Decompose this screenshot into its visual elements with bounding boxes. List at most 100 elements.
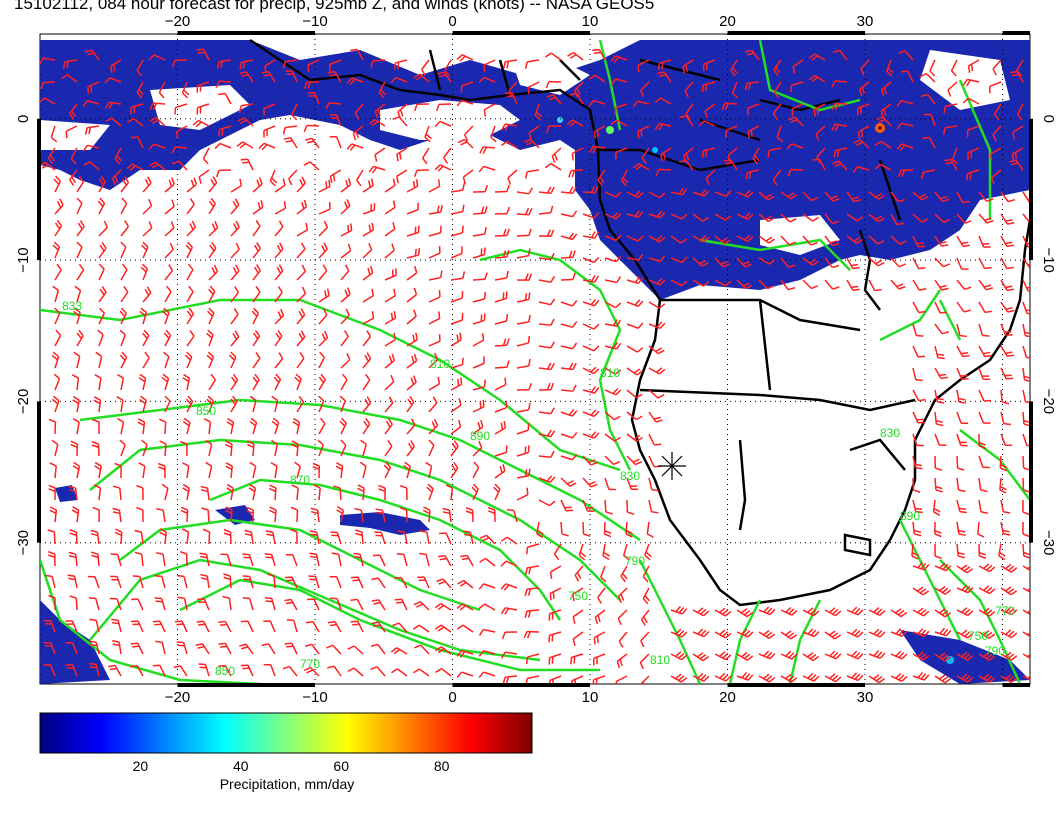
wind-barb	[51, 351, 60, 369]
wind-barb	[978, 389, 991, 402]
wind-barb	[678, 159, 694, 171]
wind-barb	[714, 235, 731, 245]
wind-barb	[98, 307, 106, 325]
wind-barb	[501, 631, 518, 640]
wind-barb	[538, 252, 555, 261]
wind-barb	[538, 382, 555, 391]
contour-label: 790	[985, 644, 1005, 658]
wind-barb	[920, 93, 936, 105]
wind-barb	[617, 609, 628, 626]
wind-barb	[978, 629, 996, 640]
wind-barb	[413, 601, 430, 611]
wind-barb	[403, 461, 412, 479]
wind-barb	[52, 285, 60, 303]
wind-barb	[626, 322, 644, 329]
wind-barb	[205, 439, 213, 457]
wind-barb	[560, 362, 577, 371]
wind-barb	[1022, 587, 1030, 594]
wind-barb	[208, 176, 218, 193]
wind-barb	[138, 373, 147, 391]
wind-barb	[274, 242, 284, 259]
wind-barb	[890, 191, 906, 203]
wind-barb	[610, 119, 628, 127]
wind-barb	[787, 168, 804, 177]
axis-bar-top	[727, 31, 865, 35]
wind-barb	[483, 59, 496, 73]
wind-barb	[494, 420, 507, 435]
wind-barb	[374, 147, 386, 162]
wind-barb	[721, 102, 738, 111]
wind-barb	[396, 169, 408, 184]
wind-barb	[978, 213, 994, 224]
wind-barb	[978, 279, 994, 291]
wind-barb	[318, 308, 328, 325]
wind-barb	[604, 319, 622, 327]
wind-barb	[186, 198, 195, 215]
wind-barb	[934, 652, 952, 662]
lat-tick-label-left: −10	[15, 247, 32, 272]
wind-barb	[932, 499, 941, 516]
wind-barb	[98, 263, 105, 281]
wind-barb	[97, 197, 106, 215]
wind-barb	[196, 103, 210, 115]
wind-barb	[318, 330, 329, 347]
wind-barb	[450, 271, 466, 281]
wind-barb	[162, 307, 170, 325]
wind-barb	[646, 521, 654, 538]
wind-barb	[252, 329, 261, 347]
wind-barb	[548, 631, 562, 643]
wind-barb	[602, 543, 610, 561]
wind-barb	[736, 212, 754, 221]
wind-barb	[560, 300, 578, 307]
wind-barb	[350, 598, 364, 611]
wind-barb	[155, 640, 166, 655]
wind-barb	[296, 199, 308, 215]
wind-barb	[802, 213, 819, 222]
wind-barb	[857, 125, 870, 139]
wind-barb	[242, 597, 254, 611]
wind-barb	[406, 225, 420, 237]
wind-barb	[487, 506, 496, 523]
wind-barb	[604, 255, 622, 263]
wind-barb	[53, 175, 62, 193]
wind-barb	[500, 583, 518, 591]
wind-barb	[568, 169, 584, 178]
wind-barb	[1022, 257, 1030, 269]
wind-barb	[327, 620, 342, 633]
wind-barb	[831, 102, 848, 111]
wind-barb	[582, 256, 600, 264]
wind-barb	[989, 81, 1002, 94]
wind-barb	[333, 485, 342, 501]
wind-barb	[912, 191, 929, 201]
wind-barb	[773, 59, 782, 76]
axis-bar-bottom	[177, 683, 315, 687]
wind-barb	[714, 257, 731, 268]
wind-barb	[478, 583, 496, 590]
wind-barb	[47, 147, 56, 165]
wind-barb	[208, 220, 219, 237]
wind-barb	[98, 242, 107, 259]
wind-barb	[131, 598, 144, 611]
wind-barb	[186, 177, 198, 193]
wind-barb	[614, 103, 628, 115]
wind-barb	[87, 575, 100, 589]
wind-barb	[934, 433, 947, 446]
wind-barb	[912, 367, 923, 382]
wind-barb	[173, 665, 188, 677]
wind-barb	[119, 329, 127, 347]
wind-barb	[1000, 629, 1018, 639]
wind-barb	[294, 373, 302, 391]
wind-barb	[692, 235, 710, 243]
wind-barb	[670, 605, 688, 615]
wind-barb	[163, 351, 170, 369]
wind-barb	[353, 552, 364, 567]
wind-barb	[604, 477, 616, 491]
wind-barb	[339, 417, 347, 435]
wind-barb	[919, 73, 936, 83]
wind-barb	[947, 81, 958, 97]
wind-barb	[304, 643, 320, 655]
wind-barb	[934, 627, 952, 637]
wind-barb	[582, 431, 600, 439]
wind-barb	[538, 318, 555, 326]
wind-barb	[346, 143, 364, 151]
